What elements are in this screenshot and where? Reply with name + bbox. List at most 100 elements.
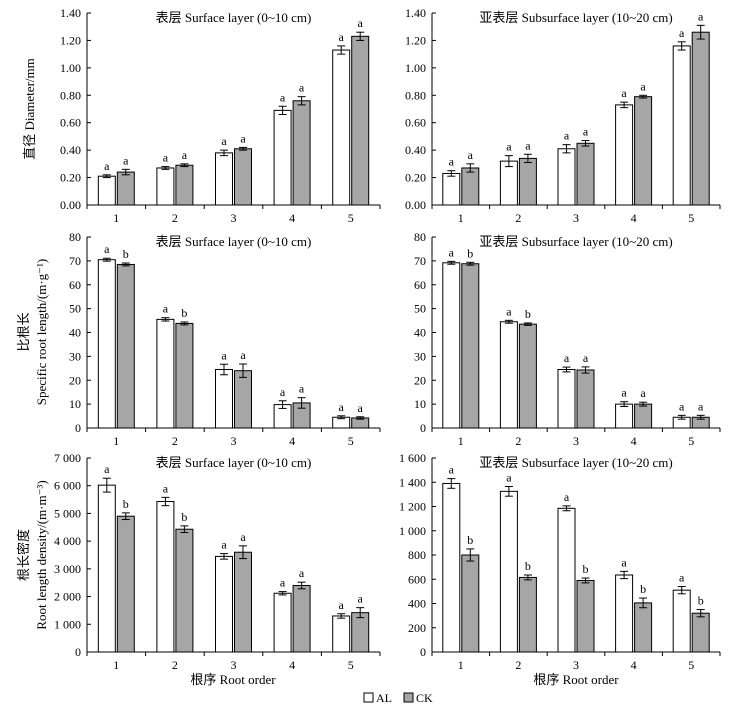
bar-ck [175,164,194,206]
significance-letter: a [280,385,286,399]
bar-ck [634,403,653,429]
significance-letter: a [640,386,646,400]
x-tick-label: 1 [113,211,119,225]
bar-ck [691,31,710,206]
y-tick-label: 1.20 [60,33,81,47]
y-axis-label: Root length density/(m·m⁻³) [34,480,49,629]
bar-al [442,482,461,653]
significance-letter: a [583,351,589,365]
significance-letter: a [698,9,704,23]
bar-al [499,490,518,653]
y-tick-label: 30 [414,349,426,363]
y-tick-label: 0.80 [405,88,426,102]
x-tick-label: 3 [231,434,237,448]
y-tick-label: 80 [414,230,426,244]
significance-letter: a [221,348,227,362]
bar-al [672,589,691,653]
significance-letter: a [506,304,512,318]
bar-ck [461,554,480,653]
y-tick-label: 0.00 [405,198,426,212]
significance-letter: a [240,131,246,145]
bar-al [215,152,233,206]
y-tick-label: 7 000 [54,451,81,465]
y-tick-label: 0.20 [405,171,426,185]
y-tick-label: 40 [69,326,81,340]
panel-title: 表层 Surface layer (0~10 cm) [156,455,312,470]
x-tick-label: 2 [172,658,178,672]
x-tick-label: 4 [631,434,637,448]
significance-letter: a [339,400,345,414]
significance-letter: a [221,538,227,552]
y-tick-label: 800 [408,548,426,562]
bar-ck [116,515,135,653]
x-tick-label: 3 [573,658,579,672]
significance-letter: a [506,140,512,154]
significance-letter: a [506,470,512,484]
significance-letter: a [358,592,364,606]
y-axis-label: Specific root length/(m·g⁻¹) [34,259,49,406]
bar-al [156,167,175,206]
bar-ck [576,579,595,653]
y-tick-label: 0.40 [60,143,81,157]
significance-letter: a [621,386,627,400]
bar-al [156,318,175,429]
significance-letter: a [104,242,110,256]
y-tick-label: 0.40 [405,143,426,157]
significance-letter: a [221,134,227,148]
y-tick-label: 60 [69,278,81,292]
bar-ck [234,148,252,206]
bar-al [156,501,175,653]
x-tick-label: 5 [688,211,694,225]
x-axis-title: 根序 Root order [190,672,276,687]
significance-letter: b [181,510,187,524]
y-tick-label: 80 [69,230,81,244]
panel-title: 亚表层 Subsurface layer (10~20 cm) [479,455,672,470]
significance-letter: a [679,399,685,413]
y-tick-label: 40 [414,326,426,340]
x-tick-label: 2 [172,211,178,225]
x-tick-label: 1 [458,434,464,448]
x-tick-label: 5 [688,658,694,672]
x-tick-label: 1 [113,658,119,672]
y-tick-label: 0.00 [60,198,81,212]
significance-letter: a [358,401,364,415]
x-tick-label: 1 [458,658,464,672]
bar-al [273,592,292,653]
panel-title: 亚表层 Subsurface layer (10~20 cm) [479,10,672,25]
y-tick-label: 0.20 [60,171,81,185]
significance-letter: b [640,582,646,596]
significance-letter: a [583,125,589,139]
significance-letter: a [299,566,305,580]
y-tick-label: 20 [414,373,426,387]
significance-letter: a [358,16,364,30]
bar-ck [292,100,311,206]
x-tick-label: 4 [289,211,295,225]
significance-letter: a [564,129,570,143]
y-tick-label: 1 200 [399,500,426,514]
significance-letter: b [467,533,473,547]
bar-al [97,259,116,429]
bar-ck [292,584,311,653]
x-tick-label: 2 [515,658,521,672]
bar-ck [175,528,194,653]
bar-ck [116,171,135,206]
y-tick-label: 70 [69,254,81,268]
y-tick-label: 0 [75,645,81,659]
y-tick-label: 1.40 [405,6,426,20]
x-tick-label: 4 [631,658,637,672]
bar-al [332,615,351,653]
x-tick-label: 1 [458,211,464,225]
x-tick-label: 5 [688,434,694,448]
y-tick-label: 50 [69,302,81,316]
bar-al [442,262,461,429]
x-tick-label: 2 [515,211,521,225]
bar-al [97,484,116,653]
significance-letter: a [564,351,570,365]
significance-letter: a [104,159,110,173]
x-tick-label: 4 [631,211,637,225]
y-tick-label: 1.00 [60,61,81,75]
bar-ck [518,323,537,429]
significance-letter: b [698,594,704,608]
y-tick-label: 0 [75,421,81,435]
